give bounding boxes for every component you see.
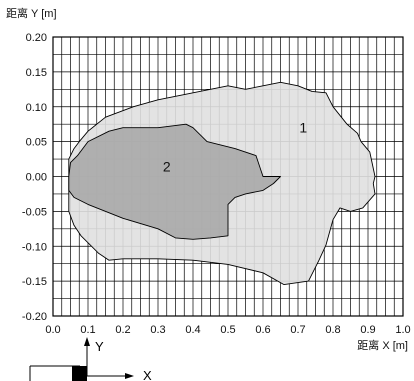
x-tick-label: 0.8 — [325, 324, 340, 336]
y-arrow-head — [84, 337, 90, 346]
x-axis-title: 距离 X [m] — [357, 338, 408, 352]
region-label-1: 1 — [299, 120, 307, 136]
coordinate-legend: Y X — [29, 337, 152, 381]
y-tick-label: -0.05 — [22, 206, 47, 218]
y-axis-title: 距离 Y [m] — [6, 6, 57, 20]
region-labels: 12 — [163, 120, 308, 175]
x-tick-label: 0.5 — [220, 324, 235, 336]
x-tick-label: 0.4 — [185, 324, 200, 336]
x-tick-label: 0.1 — [80, 324, 95, 336]
region-label-2: 2 — [163, 159, 171, 175]
region-2 — [68, 123, 281, 240]
sensor-block — [72, 366, 87, 381]
x-tick-label: 0.7 — [290, 324, 305, 336]
x-tick-label: 0.0 — [45, 324, 60, 336]
y-tick-label: 0.15 — [26, 67, 47, 79]
x-tick-label: 0.2 — [115, 324, 130, 336]
plot-frame — [52, 36, 404, 317]
y-tick-labels: 0.20 0.15 0.10 0.05 0.00 -0.05 -0.10 -0.15 -0.20 — [22, 32, 47, 323]
y-tick-label: 0.00 — [26, 172, 47, 184]
x-arrow-head — [125, 373, 134, 379]
y-tick-label: -0.20 — [22, 311, 47, 323]
x-direction-label: X — [143, 368, 152, 381]
x-tick-label: 0.3 — [150, 324, 165, 336]
y-tick-label: 0.05 — [26, 137, 47, 149]
y-direction-label: Y — [95, 339, 104, 354]
x-tick-labels: 0.0 0.1 0.2 0.3 0.4 0.5 0.6 0.7 0.8 0.9 1.0 — [45, 324, 410, 336]
y-tick-label: -0.10 — [22, 241, 47, 253]
x-tick-label: 0.9 — [360, 324, 375, 336]
y-tick-label: -0.15 — [22, 276, 47, 288]
y-tick-label: 0.10 — [26, 102, 47, 114]
regions — [68, 81, 376, 286]
x-tick-label: 1.0 — [395, 324, 410, 336]
x-tick-label: 0.6 — [255, 324, 270, 336]
y-tick-label: 0.20 — [26, 32, 47, 44]
